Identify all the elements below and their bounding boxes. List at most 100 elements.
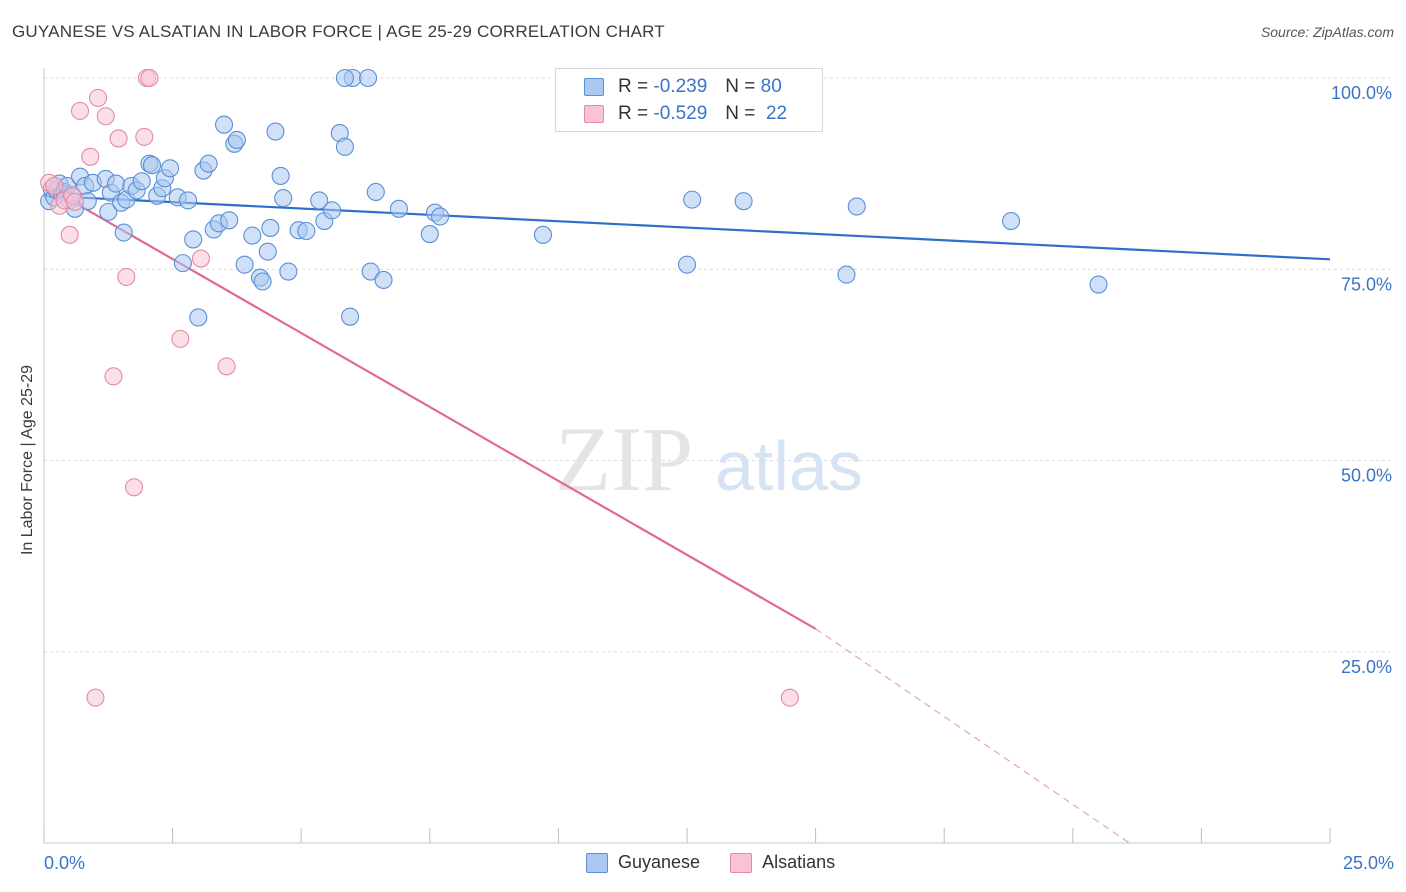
y-tick-label: 50.0%	[1341, 466, 1392, 486]
data-point-guyanese	[1089, 275, 1108, 294]
data-point-guyanese	[214, 115, 234, 134]
data-point-alsatians	[45, 176, 64, 195]
data-point-guyanese	[677, 255, 697, 274]
data-point-guyanese	[160, 159, 180, 178]
data-point-guyanese	[253, 272, 272, 291]
data-point-guyanese	[297, 221, 316, 241]
legend-n-label: N =	[725, 76, 756, 97]
data-point-guyanese	[279, 262, 298, 281]
x-tick-label-max: 25.0%	[1342, 853, 1394, 873]
y-tick-label: 25.0%	[1341, 657, 1392, 677]
data-point-alsatians	[117, 267, 136, 286]
data-point-guyanese	[335, 68, 354, 88]
data-point-guyanese	[420, 225, 439, 244]
data-point-alsatians	[217, 357, 236, 376]
data-point-guyanese	[837, 265, 856, 284]
data-point-guyanese	[199, 154, 218, 173]
data-point-alsatians	[60, 225, 79, 244]
series-legend-guyanese[interactable]: Guyanese	[586, 852, 700, 873]
data-point-guyanese	[274, 189, 293, 208]
data-point-guyanese	[142, 156, 162, 175]
data-point-alsatians	[780, 688, 799, 707]
series-legend-alsatians[interactable]: Alsatians	[730, 852, 835, 873]
data-point-alsatians	[96, 107, 115, 126]
data-point-guyanese	[361, 262, 380, 281]
data-point-guyanese	[243, 226, 262, 245]
data-point-guyanese	[261, 218, 280, 237]
series-legend: Guyanese Alsatians	[586, 852, 865, 873]
data-point-guyanese	[132, 172, 151, 191]
data-point-guyanese	[533, 225, 553, 244]
series-label-guyanese: Guyanese	[618, 852, 701, 872]
trend-line-extension-alsatians	[815, 628, 1130, 844]
data-point-guyanese	[189, 308, 208, 327]
series-swatch-guyanese	[586, 852, 608, 873]
y-tick-label: 75.0%	[1341, 274, 1392, 294]
data-point-alsatians	[109, 129, 128, 148]
legend-n-label: N =	[725, 103, 756, 124]
trend-lines	[43, 184, 1331, 844]
legend-r-label: R =	[618, 76, 649, 97]
data-point-alsatians	[65, 192, 84, 211]
data-point-guyanese	[335, 137, 354, 156]
data-point-alsatians	[140, 68, 159, 88]
data-point-alsatians	[70, 101, 90, 120]
data-point-guyanese	[271, 166, 290, 185]
data-point-alsatians	[88, 88, 108, 107]
legend-r-label: R =	[618, 103, 649, 124]
data-point-guyanese	[235, 255, 254, 274]
stats-legend: R = -0.239 N = 80 R = -0.529 N = 22	[555, 68, 823, 132]
trend-line-guyanese	[43, 194, 1331, 261]
data-point-alsatians	[171, 329, 190, 348]
legend-row-guyanese: R = -0.239 N = 80	[584, 75, 782, 99]
data-point-guyanese	[266, 122, 285, 141]
data-point-guyanese	[341, 307, 360, 326]
data-point-guyanese	[220, 211, 239, 230]
legend-n-value-guyanese: 80	[760, 76, 782, 97]
data-point-guyanese	[847, 197, 866, 216]
data-point-alsatians	[135, 127, 154, 146]
axes	[43, 68, 1331, 844]
data-point-guyanese	[99, 202, 118, 221]
data-point-alsatians	[124, 478, 144, 497]
data-point-guyanese	[258, 242, 277, 261]
data-point-guyanese	[1002, 212, 1021, 231]
grid-lines	[44, 77, 1392, 653]
data-point-guyanese	[173, 254, 192, 273]
data-point-alsatians	[191, 249, 210, 268]
legend-r-value-guyanese: -0.239	[653, 76, 708, 97]
data-point-alsatians	[81, 147, 100, 166]
watermark: ZIP atlas	[555, 408, 863, 510]
legend-n-value-alsatians: 22	[765, 103, 788, 124]
data-point-guyanese	[734, 192, 753, 211]
data-point-guyanese	[359, 68, 378, 88]
y-tick-labels: 100.0% 75.0% 50.0% 25.0%	[1331, 83, 1392, 677]
source-label: Source: ZipAtlas.com	[1260, 24, 1394, 40]
data-point-guyanese	[374, 270, 393, 290]
legend-row-alsatians: R = -0.529 N = 22	[584, 102, 787, 126]
legend-r-value-alsatians: -0.529	[653, 103, 708, 124]
data-point-guyanese	[114, 223, 133, 242]
data-point-guyanese	[389, 199, 408, 218]
series-swatch-alsatians	[730, 852, 753, 873]
y-tick-label: 100.0%	[1331, 83, 1392, 103]
data-point-alsatians	[104, 367, 123, 386]
data-point-guyanese	[683, 190, 702, 209]
trend-line-alsatians	[43, 184, 817, 630]
data-point-guyanese	[106, 174, 126, 193]
series-label-alsatians: Alsatians	[762, 852, 836, 872]
data-point-guyanese	[227, 130, 246, 150]
data-points	[40, 68, 1108, 707]
data-point-guyanese	[431, 207, 450, 226]
data-point-guyanese	[178, 191, 198, 210]
legend-swatch-guyanese	[584, 78, 604, 96]
data-point-guyanese	[366, 182, 385, 202]
chart-title: GUYANESE VS ALSATIAN IN LABOR FORCE | AG…	[12, 22, 665, 41]
data-point-alsatians	[86, 688, 105, 707]
x-tick-label-min: 0.0%	[44, 853, 86, 873]
data-point-guyanese	[310, 191, 329, 210]
data-point-guyanese	[184, 230, 203, 249]
watermark-atlas: atlas	[715, 427, 863, 505]
watermark-zip: ZIP	[555, 408, 693, 510]
